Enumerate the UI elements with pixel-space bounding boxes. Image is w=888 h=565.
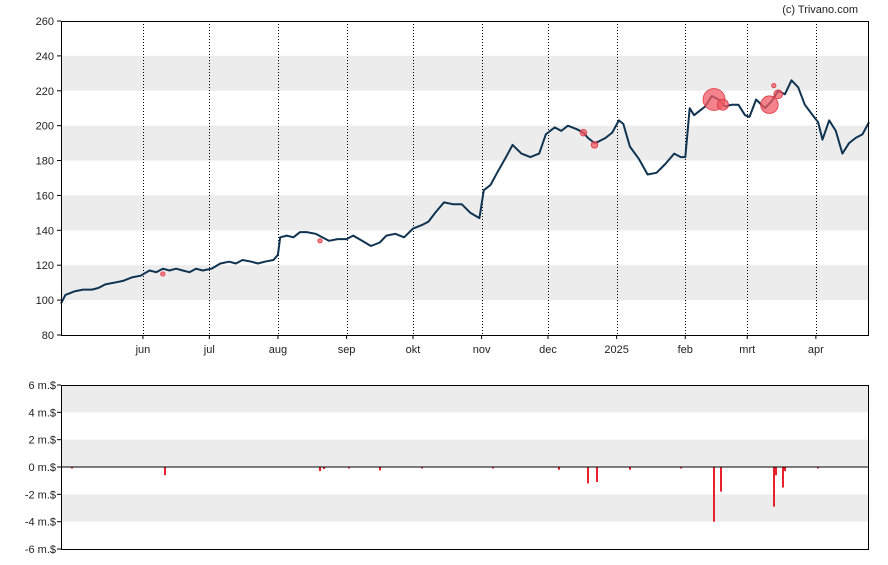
volume-bar (492, 467, 494, 469)
volume-bar (71, 467, 73, 469)
price-line (60, 79, 870, 305)
x-tick-label: dec (539, 344, 557, 356)
volume-bar (348, 467, 350, 469)
y-tick-label: 100 (36, 295, 54, 307)
price-y-ticks: 80 100 120 140 160 180 200 220 240 260 (36, 16, 61, 342)
volume-bar (587, 467, 589, 484)
y-tick-label: 200 (36, 121, 54, 133)
volume-y-tick-label: 2 m.$ (28, 435, 56, 447)
price-bands (61, 55, 869, 301)
x-tick-label: jul (203, 344, 215, 356)
volume-bars (71, 467, 819, 522)
y-tick-label: 140 (36, 225, 54, 237)
y-tick-label: 240 (36, 51, 54, 63)
price-gridlines (143, 21, 817, 335)
volume-bar (680, 467, 682, 469)
volume-bar (379, 467, 381, 471)
price-band (61, 55, 869, 91)
x-tick-label: sep (338, 344, 356, 356)
x-tick-label: aug (269, 344, 287, 356)
volume-bar (720, 467, 722, 492)
insider-marker (590, 141, 599, 149)
y-tick-label: 80 (42, 330, 54, 342)
price-band (61, 265, 869, 301)
y-tick-label: 260 (36, 16, 54, 28)
insider-marker (760, 95, 779, 114)
volume-bands (61, 385, 869, 522)
credit-label: (c) Trivano.com (782, 4, 858, 16)
volume-bar (319, 467, 321, 472)
x-tick-label: 2025 (604, 344, 628, 356)
volume-y-tick-label: 6 m.$ (28, 380, 56, 392)
volume-bar (817, 467, 819, 469)
y-tick-label: 120 (36, 260, 54, 272)
volume-frame (61, 385, 869, 550)
price-band (61, 125, 869, 161)
volume-bar (784, 467, 786, 472)
y-tick-label: 180 (36, 156, 54, 168)
volume-band (61, 494, 869, 522)
x-tick-label: okt (406, 344, 421, 356)
insider-marker (317, 238, 323, 244)
volume-bar (164, 467, 166, 476)
volume-bar (775, 467, 777, 476)
insider-marker (160, 271, 166, 277)
volume-bar (629, 467, 631, 470)
y-tick-label: 160 (36, 190, 54, 202)
insider-marker (771, 82, 777, 89)
price-x-ticks: jun jul aug sep okt nov dec 2025 feb mrt apr (135, 335, 824, 356)
price-frame (61, 21, 869, 336)
volume-y-ticks: 6 m.$ 4 m.$ 2 m.$ 0 m.$ -2 m.$ -4 m.$ -6 m.$ (25, 380, 61, 556)
x-tick-label: mrt (739, 344, 755, 356)
x-tick-label: nov (473, 344, 491, 356)
volume-bar (323, 467, 325, 470)
volume-bar (773, 467, 775, 507)
y-tick-label: 220 (36, 86, 54, 98)
volume-y-tick-label: -6 m.$ (25, 544, 56, 556)
volume-y-tick-label: -2 m.$ (25, 489, 56, 501)
price-band (61, 195, 869, 231)
x-tick-label: apr (808, 344, 824, 356)
insider-marker (773, 89, 784, 100)
volume-y-tick-label: -4 m.$ (25, 517, 56, 529)
volume-bar (558, 467, 560, 470)
insider-markers (160, 82, 784, 277)
x-tick-label: feb (678, 344, 693, 356)
volume-bar (596, 467, 598, 483)
volume-bar (782, 467, 784, 488)
volume-band (61, 439, 869, 467)
x-tick-label: jun (135, 344, 151, 356)
insider-marker (579, 128, 588, 137)
volume-bar (713, 467, 715, 522)
insider-marker (716, 98, 729, 111)
volume-band (61, 385, 869, 413)
volume-bar (421, 467, 423, 469)
volume-y-tick-label: 0 m.$ (28, 462, 56, 474)
volume-y-tick-label: 4 m.$ (28, 407, 56, 419)
